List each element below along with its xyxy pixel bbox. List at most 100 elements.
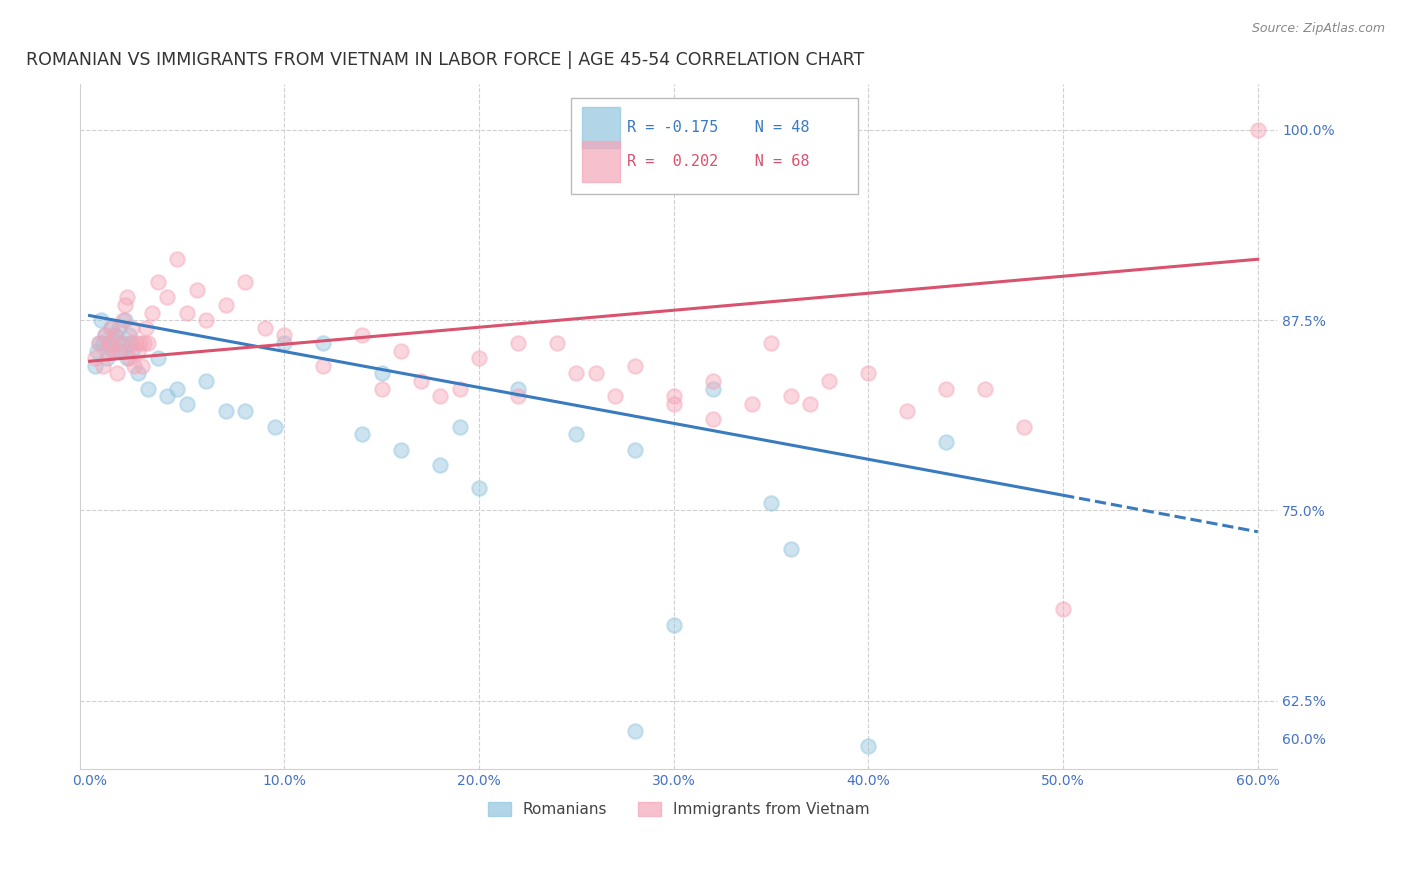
- Point: [98, 335, 121, 350]
- Point: [565, 427, 588, 442]
- Point: [273, 328, 295, 343]
- Text: R = -0.175    N = 48: R = -0.175 N = 48: [627, 120, 810, 135]
- Point: [935, 434, 957, 449]
- Point: [662, 617, 685, 632]
- Point: [84, 359, 107, 373]
- Point: [352, 427, 374, 442]
- Point: [235, 404, 257, 418]
- Point: [108, 320, 131, 334]
- Point: [741, 397, 763, 411]
- Point: [858, 739, 880, 754]
- Point: [506, 389, 529, 403]
- Point: [114, 313, 136, 327]
- FancyBboxPatch shape: [582, 141, 620, 182]
- Point: [110, 343, 132, 358]
- Text: Source: ZipAtlas.com: Source: ZipAtlas.com: [1251, 22, 1385, 36]
- Point: [235, 275, 257, 289]
- FancyBboxPatch shape: [571, 98, 858, 194]
- Point: [702, 412, 724, 426]
- Point: [1012, 419, 1035, 434]
- Point: [156, 290, 179, 304]
- Point: [127, 343, 149, 358]
- Point: [86, 343, 108, 358]
- Point: [156, 389, 179, 403]
- Point: [506, 335, 529, 350]
- Point: [129, 335, 152, 350]
- Point: [166, 252, 188, 267]
- Point: [759, 335, 782, 350]
- Point: [96, 343, 118, 358]
- Point: [108, 343, 131, 358]
- Point: [105, 335, 128, 350]
- Text: R =  0.202    N = 68: R = 0.202 N = 68: [627, 154, 810, 169]
- Point: [94, 328, 117, 343]
- Point: [779, 541, 801, 556]
- Point: [117, 328, 139, 343]
- Point: [858, 367, 880, 381]
- Point: [101, 343, 124, 358]
- Point: [120, 335, 142, 350]
- Point: [195, 374, 218, 388]
- Point: [111, 313, 134, 327]
- Point: [974, 382, 997, 396]
- Point: [409, 374, 432, 388]
- Point: [124, 359, 146, 373]
- Point: [449, 419, 471, 434]
- Point: [389, 442, 412, 457]
- Point: [176, 305, 198, 319]
- Point: [134, 335, 156, 350]
- Point: [546, 335, 568, 350]
- Point: [702, 374, 724, 388]
- Point: [121, 343, 143, 358]
- Point: [759, 496, 782, 510]
- Point: [370, 367, 392, 381]
- Point: [136, 335, 159, 350]
- Point: [662, 389, 685, 403]
- Point: [468, 481, 491, 495]
- Point: [779, 389, 801, 403]
- Text: ROMANIAN VS IMMIGRANTS FROM VIETNAM IN LABOR FORCE | AGE 45-54 CORRELATION CHART: ROMANIAN VS IMMIGRANTS FROM VIETNAM IN L…: [25, 51, 865, 69]
- Point: [131, 359, 153, 373]
- FancyBboxPatch shape: [582, 107, 620, 147]
- Point: [100, 320, 122, 334]
- Point: [506, 382, 529, 396]
- Point: [146, 275, 169, 289]
- Point: [166, 382, 188, 396]
- Point: [896, 404, 918, 418]
- Point: [263, 419, 285, 434]
- Point: [312, 335, 335, 350]
- Point: [146, 351, 169, 366]
- Point: [91, 359, 114, 373]
- Point: [352, 328, 374, 343]
- Point: [117, 351, 139, 366]
- Point: [1247, 123, 1270, 137]
- Point: [818, 374, 841, 388]
- Point: [100, 320, 122, 334]
- Point: [135, 320, 157, 334]
- Point: [215, 404, 238, 418]
- Point: [215, 298, 238, 312]
- Point: [429, 389, 451, 403]
- Point: [565, 367, 588, 381]
- Legend: Romanians, Immigrants from Vietnam: Romanians, Immigrants from Vietnam: [481, 796, 876, 823]
- Point: [91, 335, 114, 350]
- Point: [89, 335, 111, 350]
- Point: [195, 313, 218, 327]
- Point: [89, 335, 111, 350]
- Point: [1052, 602, 1074, 616]
- Point: [273, 335, 295, 350]
- Point: [623, 724, 645, 739]
- Point: [105, 367, 128, 381]
- Point: [125, 335, 148, 350]
- Point: [110, 335, 132, 350]
- Point: [101, 343, 124, 358]
- Point: [90, 313, 112, 327]
- Point: [312, 359, 335, 373]
- Point: [115, 290, 138, 304]
- Point: [623, 359, 645, 373]
- Point: [127, 367, 149, 381]
- Point: [585, 367, 607, 381]
- Point: [111, 335, 134, 350]
- Point: [94, 328, 117, 343]
- Point: [136, 382, 159, 396]
